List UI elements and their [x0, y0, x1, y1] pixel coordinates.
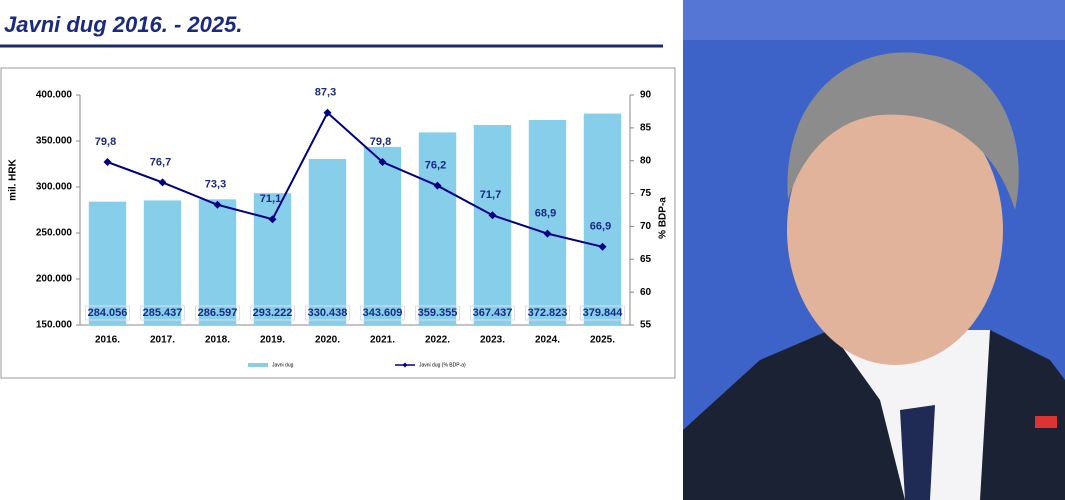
photo [683, 0, 1065, 500]
legend-marker [402, 362, 408, 368]
line-marker [268, 215, 277, 224]
line-value-label: 87,3 [315, 87, 336, 99]
y2-tick-label: 90 [640, 90, 652, 101]
bar-value-label: 343.609 [363, 307, 403, 319]
line-marker [598, 242, 607, 251]
bar [143, 200, 182, 325]
line-value-label: 76,2 [425, 160, 446, 172]
line-value-label: 66,9 [590, 221, 611, 233]
y2-tick-label: 80 [640, 155, 652, 166]
y-tick-label: 350.000 [36, 136, 73, 147]
line-marker [103, 158, 112, 167]
bar-value-label: 367.437 [473, 307, 513, 319]
y-tick-label: 200.000 [36, 274, 73, 285]
line-marker [378, 158, 387, 167]
y-tick-label: 300.000 [36, 182, 73, 193]
line [107, 111, 603, 248]
bar [583, 113, 622, 325]
bar-value-label: 379.844 [583, 307, 624, 319]
value-label-box [305, 305, 350, 321]
y-tick-label: 150.000 [36, 320, 73, 331]
bar [253, 193, 292, 325]
bar-value-label: 359.355 [418, 307, 458, 319]
value-label-box [140, 305, 185, 321]
value-label-box [580, 305, 625, 321]
value-label-box [415, 305, 460, 321]
bar-value-label: 285.437 [143, 307, 183, 319]
x-tick-label: 2022. [425, 335, 450, 346]
line-value-label: 73,3 [205, 179, 226, 191]
bar-value-label: 293.222 [253, 307, 293, 319]
y-tick-label: 400.000 [36, 90, 73, 101]
line-marker [543, 229, 552, 238]
value-label-box [250, 305, 295, 321]
line-value-label: 68,9 [535, 208, 556, 220]
line-marker [323, 108, 332, 117]
bar-value-label: 330.438 [308, 307, 348, 319]
bar [88, 201, 127, 325]
x-tick-label: 2020. [315, 335, 340, 346]
y2-tick-label: 65 [640, 254, 652, 265]
legend-swatch [248, 363, 268, 367]
bar-value-label: 286.597 [198, 307, 238, 319]
bar [308, 158, 347, 325]
value-label-box [195, 305, 240, 321]
line-value-label: 79,8 [370, 136, 391, 148]
x-tick-label: 2018. [205, 335, 230, 346]
bar [528, 120, 567, 325]
y-axis-label: mil. HRK [8, 158, 19, 200]
x-tick-label: 2023. [480, 335, 505, 346]
chart-title: Javni dug 2016. - 2025. [4, 12, 242, 37]
y2-tick-label: 55 [640, 320, 652, 331]
line-marker [213, 200, 222, 209]
value-label-box [360, 305, 405, 321]
y2-axis-label: % BDP-a [658, 197, 669, 239]
value-label-box [85, 305, 130, 321]
line-marker [433, 181, 442, 190]
line-value-label: 71,1 [260, 193, 281, 205]
bar [363, 146, 402, 325]
x-tick-label: 2021. [370, 335, 395, 346]
bar [198, 199, 237, 325]
y2-tick-label: 60 [640, 287, 652, 298]
line-value-label: 76,7 [150, 156, 171, 168]
x-tick-label: 2016. [95, 335, 120, 346]
y2-tick-label: 70 [640, 221, 652, 232]
bar-value-label: 372.823 [528, 307, 568, 319]
line-value-label: 71,7 [480, 189, 501, 201]
x-tick-label: 2025. [590, 335, 615, 346]
x-tick-label: 2019. [260, 335, 285, 346]
legend-label: Javni dug (% BDP-a) [419, 362, 466, 368]
line-marker [158, 178, 167, 187]
x-tick-label: 2017. [150, 335, 175, 346]
x-tick-label: 2024. [535, 335, 560, 346]
y2-tick-label: 85 [640, 122, 652, 133]
bar [473, 124, 512, 325]
y2-tick-label: 75 [640, 188, 652, 199]
y-tick-label: 250.000 [36, 228, 73, 239]
legend-label: Javni dug [272, 362, 294, 368]
line-value-label: 79,8 [95, 136, 116, 148]
bar [418, 132, 457, 325]
value-label-box [470, 305, 515, 321]
value-label-box [525, 305, 570, 321]
bar-value-label: 284.056 [88, 307, 128, 319]
line-marker [488, 211, 497, 220]
